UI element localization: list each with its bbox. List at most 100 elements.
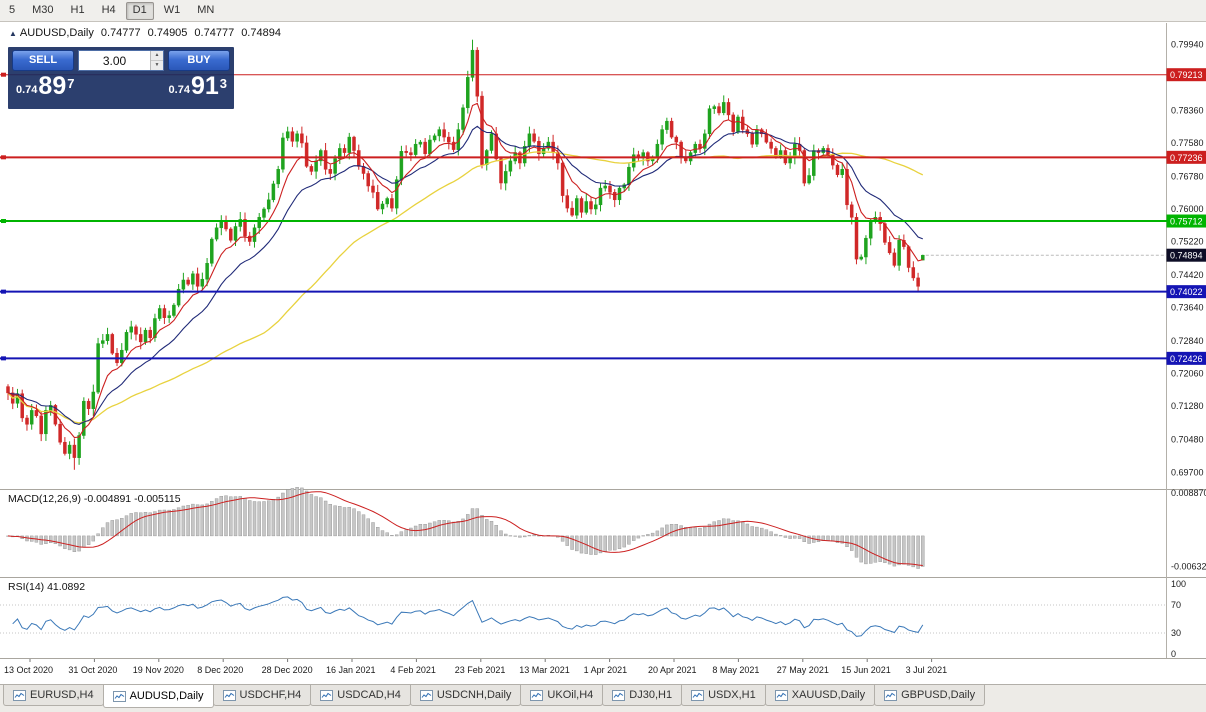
mini-chart-icon: [419, 689, 433, 701]
date-label: 20 Apr 2021: [648, 665, 697, 675]
date-axis: 13 Oct 2020 31 Oct 2020 19 Nov 2020 8 Dec 2…: [4, 659, 947, 675]
volume-decrease-button[interactable]: ▼: [151, 61, 163, 70]
volume-field: ▲ ▼: [78, 50, 164, 71]
hline-0.77236[interactable]: 0.77236: [0, 150, 1206, 164]
volume-input[interactable]: [79, 51, 150, 70]
bid-price: 0.74 89 7: [16, 72, 74, 100]
hline-handle[interactable]: [1, 289, 6, 294]
chart-tabbar: EURUSD,H4 AUDUSD,Daily USDCHF,H4 USDCAD,H4 U…: [0, 684, 1206, 712]
timeframe-button-w1[interactable]: W1: [163, 3, 181, 16]
hline-handle[interactable]: [1, 72, 6, 77]
chart-tab-label: AUDUSD,Daily: [129, 690, 204, 702]
rsi-axis-label: 30: [1171, 628, 1181, 638]
price-axis-label: 0.69700: [1171, 467, 1204, 477]
rsi-axis-label: 70: [1171, 600, 1181, 610]
macd-axis-label: -0.006320: [1171, 561, 1206, 571]
bid-price-prefix: 0.74: [16, 84, 38, 96]
hline-handle[interactable]: [1, 356, 6, 361]
mini-chart-icon: [320, 689, 334, 701]
macd-signal-line: [7, 491, 923, 566]
hline-0.74022[interactable]: 0.74022: [0, 285, 1206, 299]
hline-handle[interactable]: [1, 155, 6, 160]
timeframe-toolbar: 5 M30 H1 H4 D1 W1 MN: [0, 0, 1206, 22]
price-axis-labels: 0.79940 0.78360 0.77580 0.76780 0.76000 0.752…: [1171, 39, 1204, 477]
candlestick-series: [6, 39, 925, 470]
price-axis-label: 0.74420: [1171, 270, 1204, 280]
timeframe-button-d1[interactable]: D1: [125, 1, 154, 20]
date-label: 8 Dec 2020: [197, 665, 243, 675]
chart-tab-usdcad-h4[interactable]: USDCAD,H4: [310, 685, 411, 706]
rsi-line: [12, 596, 924, 637]
mini-chart-icon: [530, 689, 544, 701]
price-axis-label: 0.70480: [1171, 435, 1204, 445]
chart-tab-usdx-h1[interactable]: USDX,H1: [681, 685, 766, 706]
hline-0.75712[interactable]: 0.75712: [0, 214, 1206, 228]
price-axis-label: 0.77580: [1171, 138, 1204, 148]
price-axis-label: 0.75220: [1171, 237, 1204, 247]
volume-increase-button[interactable]: ▲: [151, 51, 163, 61]
chart-tab-label: USDX,H1: [708, 689, 756, 701]
date-label: 19 Nov 2020: [133, 665, 184, 675]
mini-chart-icon: [13, 689, 26, 701]
chart-tab-label: DJ30,H1: [629, 689, 673, 701]
chart-tab-label: EURUSD,H4: [30, 689, 94, 701]
sell-button[interactable]: SELL: [12, 50, 74, 71]
mini-chart-icon: [774, 689, 788, 701]
price-axis-label: 0.76780: [1171, 171, 1204, 181]
price-axis-label: 0.72060: [1171, 369, 1204, 379]
hline-price-badge: [1166, 285, 1206, 299]
hline-price-badge: [1166, 68, 1206, 82]
chart-tab-audusd-daily[interactable]: AUDUSD,Daily: [102, 685, 214, 708]
chart-tab-usdchf-h4[interactable]: USDCHF,H4: [212, 685, 312, 706]
ma-slow-line: [7, 151, 924, 424]
chart-tab-gbpusd-daily[interactable]: GBPUSD,Daily: [874, 685, 986, 706]
mini-chart-icon: [222, 689, 236, 701]
hline-handle[interactable]: [1, 219, 6, 224]
buy-button[interactable]: BUY: [168, 50, 230, 71]
price-axis-label: 0.79940: [1171, 39, 1204, 49]
chart-tab-label: USDCAD,H4: [337, 689, 401, 701]
chart-tab-ukoil-h4[interactable]: UKOil,H4: [520, 685, 604, 706]
hline-price-badge-label: 0.72426: [1170, 354, 1203, 364]
timeframe-button-h4[interactable]: H4: [101, 3, 116, 16]
chart-tab-dj30-h1[interactable]: DJ30,H1: [602, 685, 683, 706]
date-label: 13 Oct 2020: [4, 665, 53, 675]
ohlc-open: 0.74777: [100, 27, 141, 39]
hline-price-badge-label: 0.79213: [1170, 70, 1203, 80]
timeframe-button-5[interactable]: 5: [9, 3, 16, 16]
chart-title: ▲ AUDUSD,Daily 0.74777 0.74905 0.74777 0.…: [9, 27, 281, 39]
chart-tab-xauusd-daily[interactable]: XAUUSD,Daily: [764, 685, 876, 706]
current-price-marker: 0.74894: [925, 248, 1206, 262]
hline-price-badge-label: 0.75712: [1170, 217, 1203, 227]
mini-chart-icon: [884, 689, 898, 701]
date-label: 4 Feb 2021: [390, 665, 436, 675]
timeframe-button-h1[interactable]: H1: [70, 3, 85, 16]
ohlc-low: 0.74777: [194, 27, 235, 39]
chart-tab-eurusd-h4[interactable]: EURUSD,H4: [3, 685, 104, 706]
date-label: 27 May 2021: [777, 665, 829, 675]
timeframe-button-mn[interactable]: MN: [197, 3, 215, 16]
timeframe-button-m30[interactable]: M30: [32, 3, 54, 16]
one-click-collapse-icon[interactable]: ▲: [9, 28, 17, 38]
price-axis-label: 0.76000: [1171, 204, 1204, 214]
chart-tab-usdcnh-daily[interactable]: USDCNH,Daily: [409, 685, 522, 706]
hline-0.72426[interactable]: 0.72426: [0, 351, 1206, 365]
date-label: 15 Jun 2021: [841, 665, 891, 675]
price-axis-label: 0.73640: [1171, 303, 1204, 313]
date-label: 31 Oct 2020: [68, 665, 117, 675]
chart-tab-label: GBPUSD,Daily: [901, 689, 976, 701]
macd-axis-label: 0.008870: [1171, 488, 1206, 498]
date-label: 3 Jul 2021: [906, 665, 948, 675]
chart-tab-label: USDCNH,Daily: [436, 689, 512, 701]
mini-chart-icon: [691, 689, 705, 701]
chart-tab-label: UKOil,H4: [547, 689, 594, 701]
volume-spinner: ▲ ▼: [150, 51, 163, 70]
date-label: 28 Dec 2020: [262, 665, 313, 675]
mini-chart-icon: [612, 689, 626, 701]
rsi-axis-label: 100: [1171, 579, 1186, 589]
chart-tab-label: USDCHF,H4: [239, 689, 302, 701]
ask-price-prefix: 0.74: [168, 84, 190, 96]
hline-price-badge: [1166, 351, 1206, 365]
